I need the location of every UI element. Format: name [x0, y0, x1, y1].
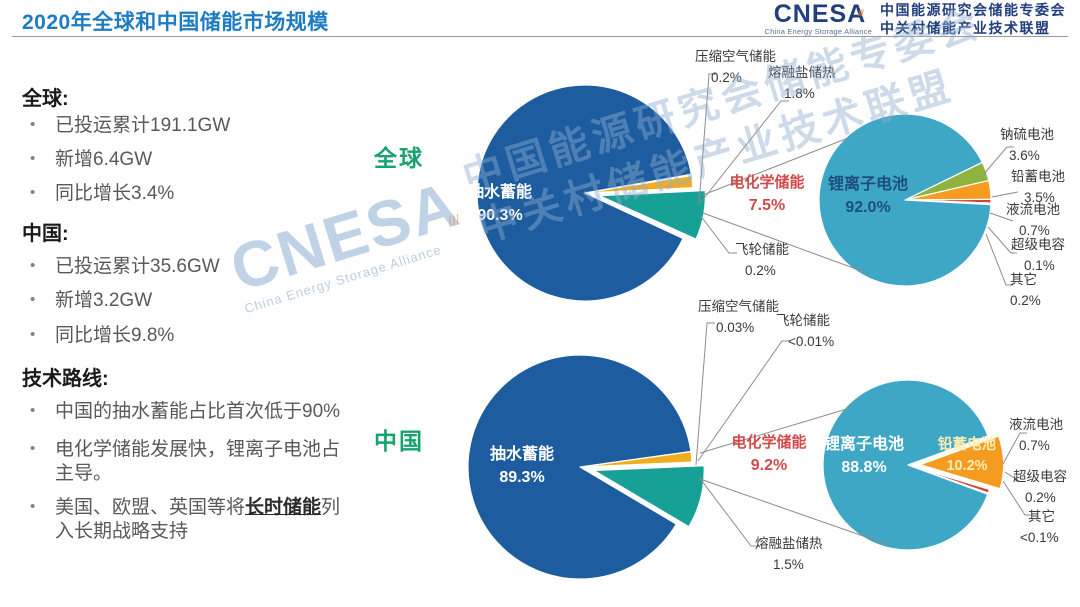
callout-global-flywheel: 飞轮储能 0.2% — [735, 242, 789, 278]
callout-global-electrochemical: 电化学储能 7.5% — [729, 174, 805, 215]
section-heading-global: 全球: — [22, 88, 69, 110]
cnesa-logo: CNESA/// China Energy Storage Alliance 中… — [764, 2, 1066, 37]
logo-org-line1: 中国能源研究会储能专委会 — [880, 2, 1066, 18]
pie-label-china-liion: 锂离子电池 88.8% — [823, 436, 904, 477]
leader-line — [982, 146, 1014, 176]
callout-china-flywheel: 飞轮储能 <0.01% — [776, 313, 835, 349]
zoom-link-line — [702, 137, 849, 196]
leader-line — [1002, 432, 1027, 465]
list-item: • 新增3.2GW — [30, 290, 153, 311]
zoom-link-line — [699, 478, 887, 545]
leader-line — [1002, 480, 1031, 516]
list-item: • 新增6.4GW — [30, 149, 153, 170]
callout-global-compressed-air: 压缩空气储能 0.2% — [695, 49, 776, 85]
list-item: • 中国的抽水蓄能占比首次低于90% — [30, 401, 341, 422]
pie-label-global-liion: 锂离子电池 92.0% — [827, 176, 908, 217]
charts-area: 全球 中国 抽水蓄能 90.3% 锂离子电池 92.0% 抽水蓄能 89.3% … — [370, 45, 1080, 607]
pie-slice — [822, 379, 989, 551]
cnesa-logo-mark: CNESA/// China Energy Storage Alliance — [764, 2, 872, 36]
leader-line — [699, 214, 737, 254]
list-item: • 同比增长9.8% — [30, 325, 175, 346]
pie-slice — [596, 189, 707, 241]
leader-line — [698, 73, 717, 206]
logo-alliance-en: China Energy Storage Alliance — [764, 27, 872, 36]
section-heading-tech-route: 技术路线: — [22, 368, 109, 390]
callout-global-molten-salt: 熔融盐储热 1.8% — [768, 65, 836, 101]
callout-china-flow-battery: 液流电池 0.7% — [1009, 417, 1063, 453]
zoom-link-line — [699, 407, 851, 454]
page-title: 2020年全球和中国储能市场规模 — [22, 11, 329, 34]
pie-slice — [591, 464, 706, 529]
bullet-icon: • — [30, 291, 36, 308]
pie-charts-svg — [467, 73, 1031, 580]
pie-layer — [467, 84, 1005, 580]
logo-accent-icon: /// — [858, 7, 863, 18]
callout-china-electrochemical: 电化学储能 9.2% — [731, 434, 807, 475]
leader-line — [1004, 471, 1020, 482]
callout-global-sodium-sulfur: 钠硫电池 3.6% — [1000, 127, 1054, 163]
callout-global-flow-battery: 液流电池 0.7% — [1006, 202, 1060, 238]
bullet-icon: • — [30, 326, 36, 343]
logo-org-names: 中国能源研究会储能专委会 中关村储能产业技术联盟 — [880, 2, 1066, 37]
group-label-global: 全球 — [374, 145, 424, 171]
leader-line — [989, 212, 1014, 222]
list-item: • 电化学储能发展快，锂离子电池占主导。 — [30, 439, 341, 484]
group-label-china: 中国 — [374, 428, 424, 454]
list-item: • 美国、欧盟、英国等将长时储能列入长期战略支持 — [30, 497, 341, 542]
list-item: • 已投运累计35.6GW — [30, 256, 220, 277]
header-divider — [12, 36, 1068, 37]
bullet-icon: • — [30, 116, 36, 133]
pie-label-china-pumped-hydro: 抽水蓄能 89.3% — [489, 446, 554, 487]
bullet-icon: • — [30, 498, 36, 515]
callout-lines — [695, 73, 1031, 547]
callout-china-supercapacitor: 超级电容 0.2% — [1013, 469, 1067, 505]
leader-line — [987, 226, 1017, 254]
long-duration-storage-emphasis: 长时储能 — [245, 497, 322, 518]
pie-slice — [476, 84, 692, 302]
callout-global-supercapacitor: 超级电容 0.1% — [1011, 237, 1065, 273]
logo-acronym: CNESA — [773, 0, 867, 28]
bullet-icon: • — [30, 150, 36, 167]
leader-line — [985, 233, 1013, 286]
pie-label-china-lead-acid: 铅蓄电池 10.2% — [938, 437, 996, 475]
leader-line — [695, 322, 715, 466]
leader-line — [991, 191, 1019, 198]
callout-global-other: 其它 0.2% — [1010, 272, 1041, 308]
callout-china-compressed-air: 压缩空气储能 0.03% — [698, 299, 779, 335]
pie-slice — [818, 113, 992, 287]
zoom-link-line — [702, 212, 868, 274]
leader-line — [698, 476, 759, 547]
leader-line — [700, 100, 789, 203]
logo-org-line2: 中关村储能产业技术联盟 — [880, 19, 1051, 36]
bullet-icon: • — [30, 402, 36, 419]
callout-china-other: 其它 <0.1% — [1020, 509, 1059, 545]
callout-global-lead-acid: 铅蓄电池 3.5% — [1011, 169, 1065, 205]
callout-china-molten-salt: 熔融盐储热 1.5% — [755, 536, 823, 572]
leader-line — [697, 340, 790, 462]
bullet-icon: • — [30, 440, 36, 457]
bullet-icon: • — [30, 184, 36, 201]
pie-label-global-pumped-hydro: 抽水蓄能 90.3% — [467, 184, 532, 225]
bullet-icon: • — [30, 257, 36, 274]
list-item: • 同比增长3.4% — [30, 183, 175, 204]
pie-slice — [467, 354, 692, 580]
list-item: • 已投运累计191.1GW — [30, 115, 231, 136]
section-heading-china: 中国: — [22, 223, 69, 245]
